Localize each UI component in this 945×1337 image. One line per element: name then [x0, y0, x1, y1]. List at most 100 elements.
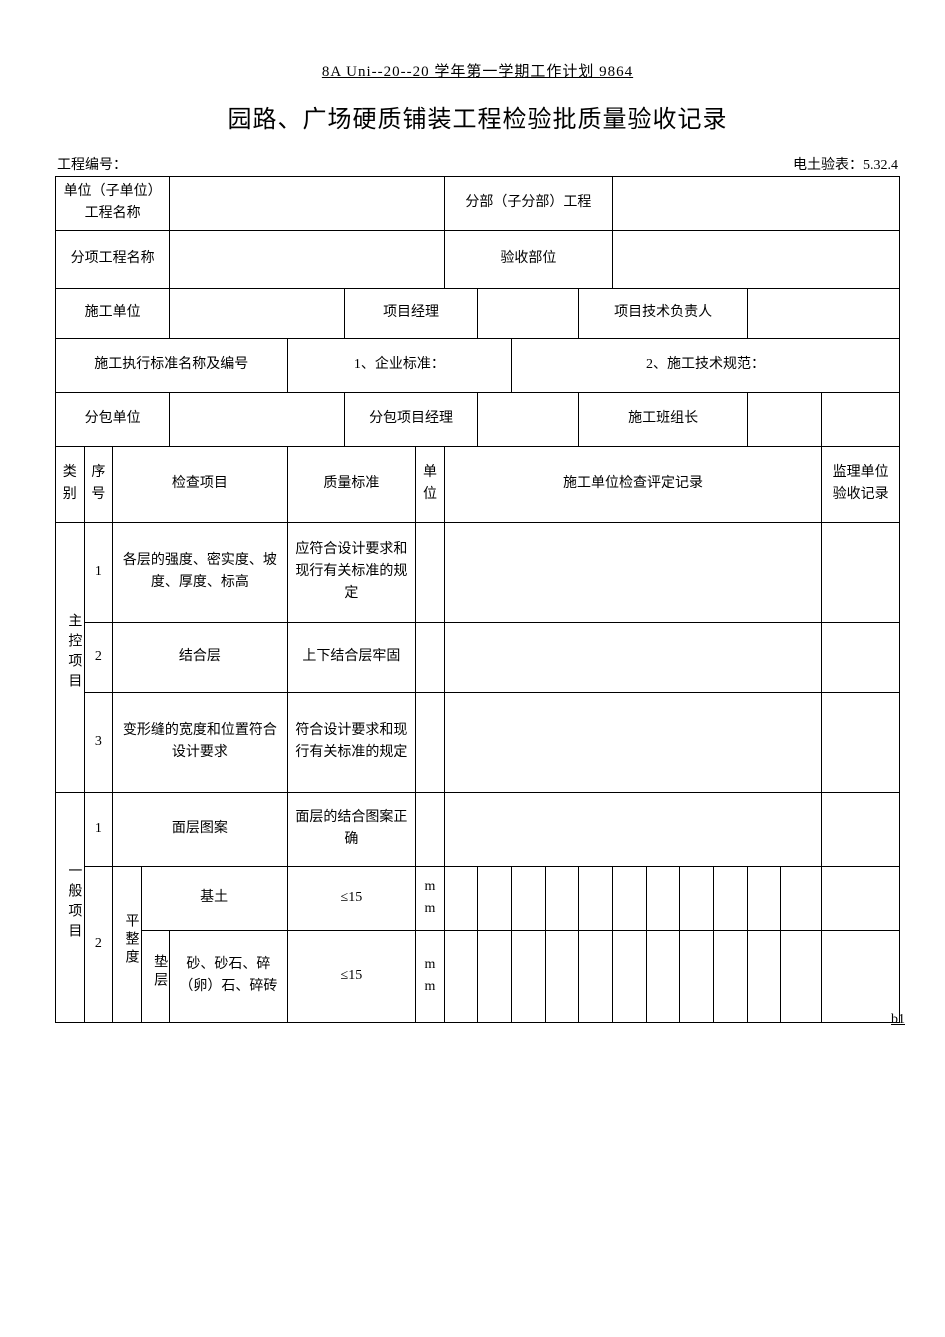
g2b-item: 砂、砂石、碎（卵）石、碎砖 [170, 930, 287, 1022]
mc1-item: 各层的强度、密实度、坡度、厚度、标高 [113, 522, 287, 622]
value-sub-item-name [170, 230, 444, 288]
th-unit: 单位 [416, 446, 445, 522]
info-row-4: 施工执行标准名称及编号 1、企业标准： 2、施工技术规范： [56, 338, 900, 392]
general-group-text: 一般项目 [62, 863, 84, 943]
mc2-unit [416, 622, 445, 692]
g2b-c11 [781, 930, 822, 1022]
inspection-form-table: 单位（子单位）工程名称 分部（子分部）工程 分项工程名称 验收部位 施工单位 项… [55, 176, 900, 1023]
mc2-std: 上下结合层牢固 [287, 622, 416, 692]
g2a-c6 [613, 866, 647, 930]
general-row-2b: 垫层 砂、砂石、碎（卵）石、碎砖 ≤15 mm [56, 930, 900, 1022]
g2b-sup [822, 930, 900, 1022]
g2a-c3 [512, 866, 546, 930]
info-row-1: 单位（子单位）工程名称 分部（子分部）工程 [56, 177, 900, 231]
g2b-c7 [646, 930, 680, 1022]
label-project-manager: 项目经理 [344, 288, 478, 338]
g2-flat-label: 平整度 [113, 866, 142, 1022]
label-tech-lead: 项目技术负责人 [579, 288, 747, 338]
value-exec-standard-2: 2、施工技术规范： [512, 338, 900, 392]
g1-std: 面层的结合图案正确 [287, 792, 416, 866]
value-tech-lead [747, 288, 899, 338]
info-row-5: 分包单位 分包项目经理 施工班组长 [56, 392, 900, 446]
document-page: 8A Uni--20--20 学年第一学期工作计划 9864 园路、广场硬质铺装… [0, 0, 945, 1053]
th-record: 施工单位检查评定记录 [444, 446, 822, 522]
g1-seq: 1 [84, 792, 113, 866]
mc3-std: 符合设计要求和现行有关标准的规定 [287, 692, 416, 792]
g2b-c5 [579, 930, 613, 1022]
table-reference: 电土验表：5.32.4 [793, 154, 898, 174]
main-ctrl-group-label: 主控项目 [56, 522, 85, 792]
info-row-2: 分项工程名称 验收部位 [56, 230, 900, 288]
mc3-supervise [822, 692, 900, 792]
value-project-manager [478, 288, 579, 338]
main-ctrl-row-3: 3 变形缝的宽度和位置符合设计要求 符合设计要求和现行有关标准的规定 [56, 692, 900, 792]
document-title: 园路、广场硬质铺装工程检验批质量验收记录 [55, 99, 900, 134]
general-row-2a: 2 平整度 基土 ≤15 mm [56, 866, 900, 930]
label-accept-location: 验收部位 [444, 230, 612, 288]
mc2-record [444, 622, 822, 692]
footer-page-mark: b1 [891, 1012, 905, 1028]
label-subproject: 分部（子分部）工程 [444, 177, 612, 231]
value-foreman-b [822, 392, 900, 446]
project-number-label: 工程编号： [57, 154, 127, 174]
header-top-line: 8A Uni--20--20 学年第一学期工作计划 9864 [55, 60, 900, 81]
th-inspect-item: 检查项目 [113, 446, 287, 522]
main-ctrl-group-text: 主控项目 [62, 613, 84, 693]
label-subcontractor: 分包单位 [56, 392, 170, 446]
label-sub-pm: 分包项目经理 [344, 392, 478, 446]
g2a-c5 [579, 866, 613, 930]
general-group-label: 一般项目 [56, 792, 85, 1022]
g2b-c8 [680, 930, 714, 1022]
g2b-c4 [545, 930, 579, 1022]
info-row-3: 施工单位 项目经理 项目技术负责人 [56, 288, 900, 338]
g1-unit [416, 792, 445, 866]
g1-supervise [822, 792, 900, 866]
mc2-supervise [822, 622, 900, 692]
g2a-c8 [680, 866, 714, 930]
g2b-c3 [512, 930, 546, 1022]
g2b-cushion-text: 垫层 [148, 954, 170, 990]
mc2-item: 结合层 [113, 622, 287, 692]
mc3-record [444, 692, 822, 792]
g2a-unit: mm [416, 866, 445, 930]
meta-row: 工程编号： 电土验表：5.32.4 [55, 154, 900, 174]
th-supervise: 监理单位验收记录 [822, 446, 900, 522]
g2b-std: ≤15 [287, 930, 416, 1022]
mc1-supervise [822, 522, 900, 622]
g2a-c2 [478, 866, 512, 930]
value-construction-unit [170, 288, 344, 338]
table-header-row: 类别 序号 检查项目 质量标准 单位 施工单位检查评定记录 监理单位验收记录 [56, 446, 900, 522]
g2a-c7 [646, 866, 680, 930]
label-exec-standard: 施工执行标准名称及编号 [56, 338, 288, 392]
g2-seq: 2 [84, 866, 113, 1022]
g1-record [444, 792, 822, 866]
g2a-c11 [781, 866, 822, 930]
g2-flat-text: 平整度 [119, 913, 141, 967]
mc1-unit [416, 522, 445, 622]
label-foreman: 施工班组长 [579, 392, 747, 446]
th-seq: 序号 [84, 446, 113, 522]
mc3-unit [416, 692, 445, 792]
g2a-c9 [714, 866, 748, 930]
g2b-c1 [444, 930, 478, 1022]
g2b-c9 [714, 930, 748, 1022]
th-category: 类别 [56, 446, 85, 522]
mc3-item: 变形缝的宽度和位置符合设计要求 [113, 692, 287, 792]
value-foreman-a [747, 392, 821, 446]
g2b-c6 [613, 930, 647, 1022]
g2a-c1 [444, 866, 478, 930]
g2a-std: ≤15 [287, 866, 416, 930]
g2a-c10 [747, 866, 781, 930]
g2b-unit: mm [416, 930, 445, 1022]
g2b-cushion-label: 垫层 [141, 930, 170, 1022]
g2b-c2 [478, 930, 512, 1022]
label-unit-project-name: 单位（子单位）工程名称 [56, 177, 170, 231]
value-subproject [613, 177, 900, 231]
mc1-record [444, 522, 822, 622]
th-quality-std: 质量标准 [287, 446, 416, 522]
g2a-c4 [545, 866, 579, 930]
label-construction-unit: 施工单位 [56, 288, 170, 338]
general-row-1: 一般项目 1 面层图案 面层的结合图案正确 [56, 792, 900, 866]
mc1-std: 应符合设计要求和现行有关标准的规定 [287, 522, 416, 622]
value-exec-standard-1: 1、企业标准： [287, 338, 511, 392]
